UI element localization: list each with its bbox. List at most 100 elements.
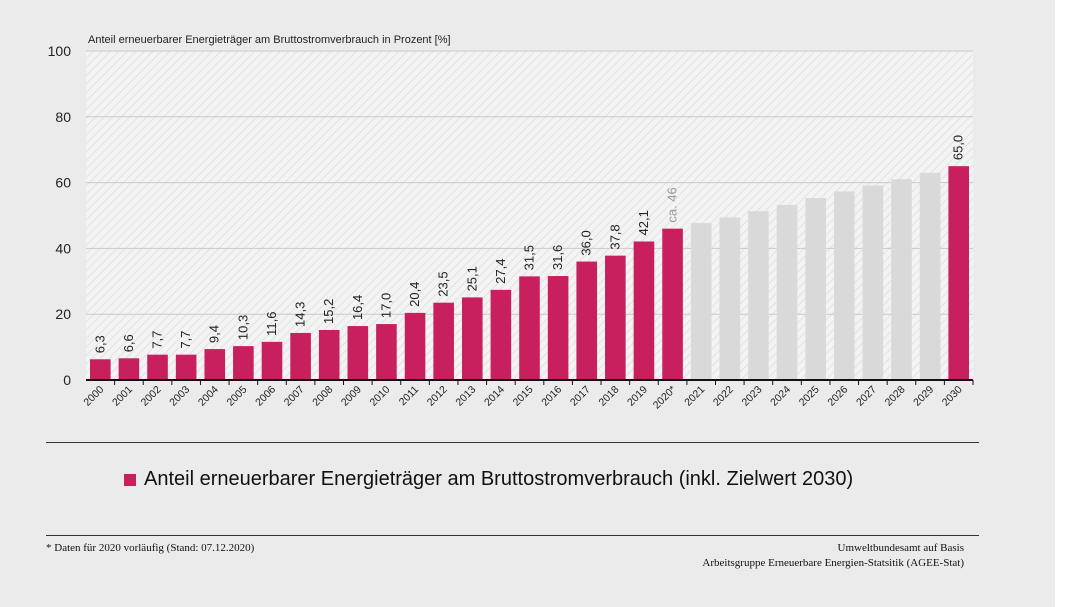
x-tick-label: 2013: [453, 384, 478, 409]
bar: [175, 354, 197, 380]
data-label: 20,4: [407, 282, 422, 307]
bar: [318, 329, 340, 380]
x-tick-label: 2001: [110, 384, 135, 409]
data-label: 6,3: [92, 335, 107, 353]
x-tick-label: 2011: [397, 384, 422, 409]
data-label: 27,4: [493, 259, 508, 284]
x-tick-label: 2022: [711, 384, 736, 409]
data-label: 6,6: [121, 334, 136, 352]
x-tick-label: 2026: [825, 384, 850, 409]
bar: [519, 276, 540, 380]
x-tick-label: 2025: [797, 384, 822, 409]
x-tick-label: 2015: [511, 384, 536, 409]
x-tick-label: 2020*: [651, 384, 679, 412]
bar: [90, 359, 111, 380]
data-label: 23,5: [436, 271, 451, 296]
data-label: 15,2: [321, 299, 336, 324]
data-label: ca. 46: [665, 187, 680, 222]
trajectory-bar: [891, 179, 912, 380]
y-tick-label: 60: [55, 175, 71, 191]
y-tick-label: 40: [55, 240, 71, 256]
trajectory-bar: [719, 217, 741, 380]
data-label: 11,6: [264, 311, 279, 335]
x-tick-label: 2016: [539, 384, 564, 409]
bar: [204, 349, 226, 380]
legend: Anteil erneuerbarer Energieträger am Bru…: [124, 468, 853, 491]
trajectory-bar: [776, 204, 798, 380]
x-tick-label: 2008: [310, 384, 335, 409]
bar: [118, 358, 140, 380]
x-tick-label: 2005: [224, 384, 249, 409]
data-label: 42,1: [636, 210, 651, 235]
y-tick-label: 80: [55, 109, 71, 125]
bar: [461, 297, 483, 380]
y-tick-label: 0: [63, 372, 71, 388]
data-label: 37,8: [607, 224, 622, 249]
bar: [147, 354, 168, 380]
y-tick-label: 20: [55, 306, 71, 322]
x-tick-label: 2000: [81, 384, 106, 409]
data-label: 16,4: [350, 295, 365, 320]
x-tick-label: 2003: [167, 384, 192, 409]
trajectory-bar: [919, 172, 941, 380]
x-tick-label: 2021: [682, 384, 707, 409]
data-label: 9,4: [207, 325, 222, 343]
data-label: 31,6: [550, 245, 565, 270]
x-tick-label: 2019: [625, 384, 650, 409]
source-credit: Umweltbundesamt auf Basis Arbeitsgruppe …: [702, 541, 964, 571]
bar: [261, 341, 283, 380]
bar: [662, 228, 683, 380]
data-label: 7,7: [178, 331, 193, 349]
bar: [233, 346, 254, 380]
data-label: 36,0: [579, 230, 594, 255]
x-tick-label: 2027: [854, 384, 879, 409]
bar: [948, 166, 969, 380]
chart-title: Anteil erneuerbarer Energieträger am Bru…: [88, 34, 451, 46]
x-tick-label: 2010: [368, 384, 393, 409]
x-tick-label: 2009: [339, 384, 364, 409]
bar-chart: 6,3 6,6 7,7 7,7 9,4 10,3 11,6 14,3 15,2 16,4 17,0 2…: [48, 43, 974, 412]
footer-divider: [46, 535, 979, 536]
source-line-2: Arbeitsgruppe Erneuerbare Energien-Stats…: [702, 557, 964, 569]
bar: [347, 326, 369, 380]
footnote: * Daten für 2020 vorläufig (Stand: 07.12…: [46, 542, 255, 554]
y-tick-label: 100: [48, 43, 72, 59]
bar: [433, 302, 454, 380]
bar: [633, 241, 655, 380]
x-tick-label: 2002: [139, 384, 164, 409]
bar: [490, 289, 512, 380]
x-tick-label: 2023: [740, 384, 765, 409]
trajectory-bar: [805, 198, 826, 380]
x-tick-label: 2004: [196, 384, 221, 409]
data-label: 14,3: [293, 302, 308, 327]
data-label: 25,1: [464, 266, 479, 291]
legend-label: Anteil erneuerbarer Energieträger am Bru…: [144, 468, 854, 490]
bar: [376, 324, 397, 380]
data-label: 10,3: [235, 315, 250, 340]
trajectory-bar: [833, 191, 855, 380]
data-label: 7,7: [150, 331, 165, 349]
legend-swatch: [124, 473, 136, 486]
bar: [576, 261, 598, 380]
trajectory-bar: [862, 185, 884, 380]
x-tick-label: 2018: [596, 384, 621, 409]
x-tick-label: 2024: [768, 384, 793, 409]
data-label: 65,0: [951, 135, 966, 160]
data-label: 17,0: [378, 293, 393, 318]
x-tick-label: 2006: [253, 384, 278, 409]
source-line-1: Umweltbundesamt auf Basis: [837, 542, 964, 554]
x-tick-label: 2030: [940, 384, 965, 409]
x-tick-label: 2029: [911, 384, 936, 409]
trajectory-bar: [690, 223, 712, 380]
bar: [290, 332, 311, 380]
x-tick-label: 2012: [425, 384, 450, 409]
trajectory-bar: [748, 211, 769, 380]
bar: [605, 255, 626, 380]
x-tick-label: 2017: [568, 384, 593, 409]
x-tick-label: 2028: [883, 384, 908, 409]
bar: [547, 276, 569, 380]
x-tick-label: 2007: [282, 384, 307, 409]
bar: [404, 312, 426, 380]
data-label: 31,5: [522, 245, 537, 270]
